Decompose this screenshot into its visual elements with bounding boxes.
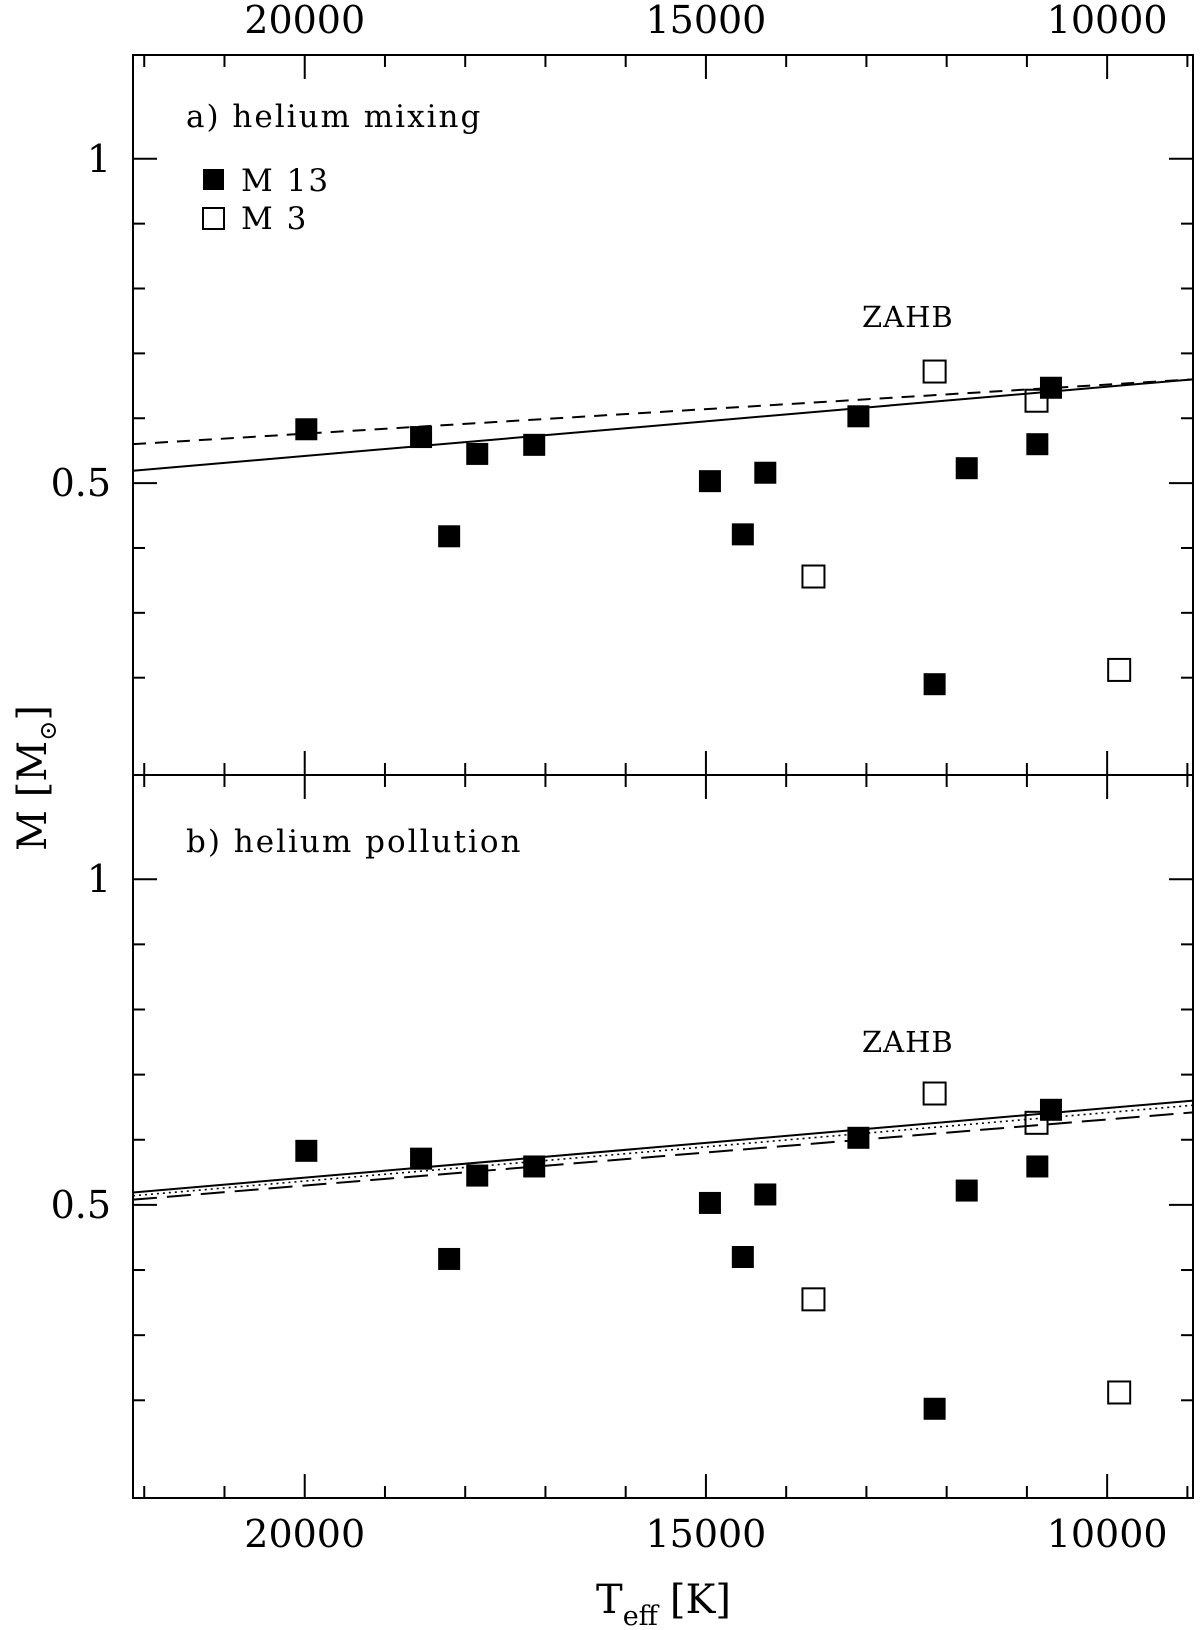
panel-a-label: a) helium mixing (186, 99, 482, 135)
panel-b-point-m13 (754, 1183, 777, 1206)
legend-label-m13: M 13 (241, 163, 330, 199)
panel-b-point-m13 (438, 1247, 461, 1270)
panel-b-point-m13 (731, 1246, 754, 1268)
panel-a-point-m3 (801, 564, 826, 589)
panel-b-point-m3 (922, 1081, 947, 1106)
x-axis-title-unit: [K] (670, 1577, 731, 1623)
panel-a-point-m13 (698, 470, 721, 493)
y-axis-title: M [M⊙] (10, 705, 62, 851)
top-x-tick-label: 15000 (645, 0, 766, 42)
panel-b-point-m13 (847, 1126, 870, 1149)
panel-b-zahb-line-dotted (133, 1104, 1193, 1197)
panel-b-point-m13 (955, 1179, 978, 1202)
panel-b-point-m13 (466, 1164, 489, 1187)
panel-a-point-m13 (955, 457, 978, 480)
panel-a-point-m13 (523, 433, 546, 456)
y-axis-title-close: ] (10, 705, 56, 721)
panel-b-helium-pollution: 0.51 (51, 774, 1194, 1499)
bottom-x-tick-label: 20000 (244, 1512, 365, 1556)
bottom-x-tick-label: 10000 (1047, 1512, 1168, 1556)
panel-a-point-m3 (922, 359, 947, 384)
x-axis-title-main: T (596, 1577, 623, 1623)
panel-b-zahb-annotation: ZAHB (862, 1025, 954, 1059)
panel-b-point-m3 (1024, 1110, 1049, 1135)
panel-a-point-m13 (731, 523, 754, 546)
panel-a-helium-mixing: 0.51 (51, 54, 1194, 776)
panel-b-point-m13 (410, 1147, 433, 1170)
panel-a-point-m13 (438, 525, 461, 548)
bottom-x-tick-label: 15000 (645, 1512, 766, 1556)
panel-a-zahb-line-solid (133, 378, 1193, 472)
panel-b-point-m3 (801, 1287, 826, 1312)
panel-a-point-m3 (1107, 657, 1132, 682)
panel-a-y-tick-label: 0.5 (51, 461, 111, 505)
panel-b-point-m13 (295, 1139, 318, 1162)
panel-a-point-m13 (410, 426, 433, 449)
panel-a-point-m13 (295, 418, 318, 441)
top-axis: 20000 15000 10000 (244, 0, 1167, 42)
panel-b-point-m13 (1039, 1098, 1062, 1121)
panel-a-point-m13 (1026, 433, 1049, 456)
y-axis-title-main: M [M (10, 741, 56, 851)
panel-a-point-m13 (923, 673, 946, 696)
panel-b-label: b) helium pollution (186, 824, 522, 860)
panel-b-frame (132, 774, 1194, 1499)
panel-a-point-m13 (1039, 376, 1062, 399)
legend: M 13 M 3 (202, 163, 330, 237)
panel-b-point-m13 (1026, 1155, 1049, 1178)
panel-a-point-m13 (847, 405, 870, 428)
panel-a-point-m13 (466, 442, 489, 465)
legend-marker-m13 (203, 169, 224, 190)
legend-label-m3: M 3 (241, 201, 308, 237)
x-axis-title-subscript: eff (623, 1601, 660, 1630)
panel-b-y-tick-label: 0.5 (51, 1183, 111, 1227)
legend-marker-m3 (202, 207, 225, 230)
panel-a-zahb-annotation: ZAHB (862, 300, 954, 334)
panel-a-y-tick-label: 1 (87, 137, 111, 181)
panel-b-point-m13 (523, 1155, 546, 1178)
panel-b-zahb-line-long-dashed (133, 1111, 1193, 1201)
panel-b-point-m13 (923, 1397, 946, 1420)
panel-b-zahb-line-solid (133, 1099, 1193, 1194)
panel-b-point-m3 (1107, 1380, 1132, 1405)
top-x-tick-label: 20000 (244, 0, 365, 42)
panel-a-point-m13 (754, 461, 777, 484)
y-axis-title-symbol: ⊙ (34, 721, 62, 741)
top-x-tick-label: 10000 (1047, 0, 1168, 42)
bottom-axis: 20000 15000 10000 (244, 1512, 1167, 1556)
x-axis-title: Teff [K] (596, 1577, 731, 1630)
panel-a-point-m3 (1024, 388, 1049, 413)
panel-b-point-m13 (698, 1191, 721, 1214)
panel-b-y-tick-label: 1 (87, 857, 111, 901)
